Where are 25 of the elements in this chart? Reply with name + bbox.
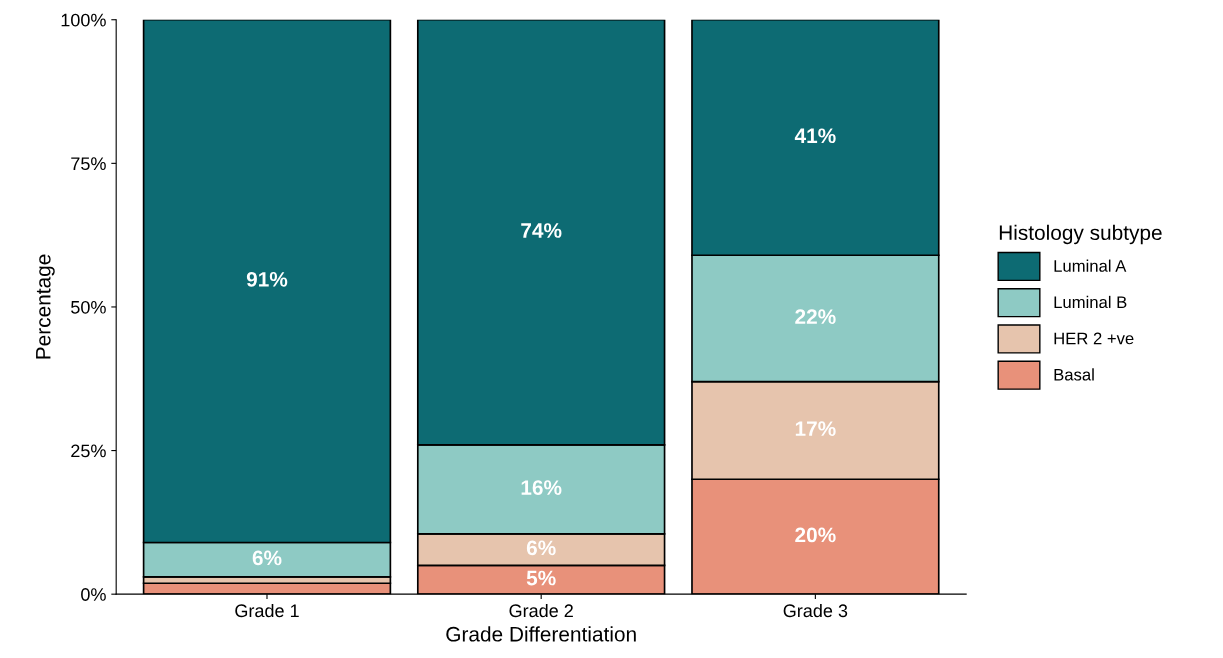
data-label: 5% bbox=[526, 570, 556, 586]
y-tick-label: 100% bbox=[61, 13, 106, 27]
y-axis-title: Percentage bbox=[36, 254, 55, 359]
legend-label: Luminal A bbox=[1054, 259, 1127, 272]
data-label: 91% bbox=[246, 271, 288, 287]
x-tick-label: Grade 1 bbox=[235, 603, 299, 618]
y-tick-label: 50% bbox=[71, 300, 106, 314]
legend-label: HER 2 +ve bbox=[1054, 332, 1134, 345]
x-tick-label: Grade 3 bbox=[783, 603, 848, 618]
data-label: 41% bbox=[794, 128, 836, 144]
data-label: 22% bbox=[795, 309, 836, 324]
data-label: 16% bbox=[521, 480, 562, 495]
legend-title: Histology subtype bbox=[999, 224, 1162, 245]
data-label: 6% bbox=[252, 550, 282, 566]
y-tick-label: 0% bbox=[81, 588, 106, 601]
y-tick-label: 25% bbox=[71, 444, 106, 458]
x-axis-title: Grade Differentiation bbox=[446, 626, 636, 642]
legend-label: Luminal B bbox=[1054, 295, 1127, 309]
data-label: 74% bbox=[521, 223, 562, 238]
y-tick-label: 75% bbox=[71, 157, 106, 171]
data-label: 6% bbox=[526, 540, 556, 556]
data-label: 20% bbox=[795, 527, 836, 543]
legend-label: Basal bbox=[1054, 368, 1094, 381]
x-tick-label: Grade 2 bbox=[509, 603, 573, 618]
data-label: 17% bbox=[795, 421, 836, 437]
